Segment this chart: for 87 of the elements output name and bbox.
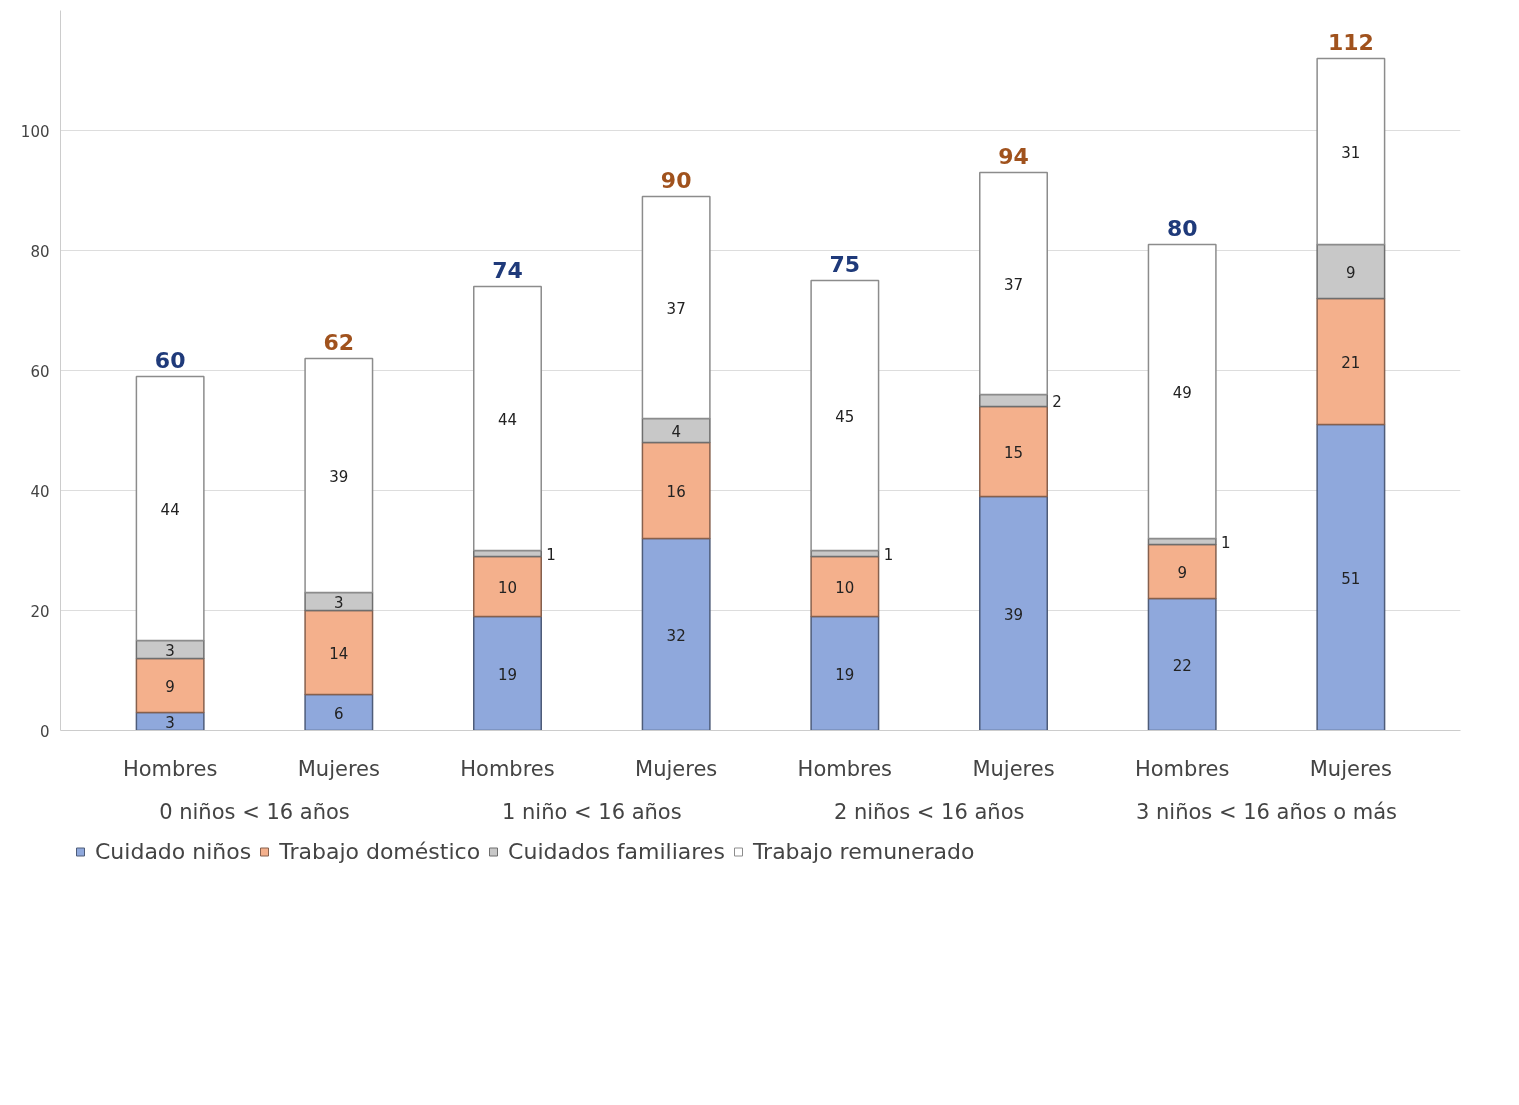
data-label: 15 xyxy=(1003,443,1024,462)
data-label: 19 xyxy=(497,665,518,684)
y-tick-label: 100 xyxy=(20,122,50,141)
text: 2 niños < 16 años xyxy=(833,799,1025,824)
data-label: 4 xyxy=(671,422,681,441)
data-label: 3 xyxy=(165,641,175,660)
bar xyxy=(473,615,542,731)
total-label: 112 xyxy=(1327,29,1374,55)
data-label: 51 xyxy=(1341,569,1361,588)
total-label: 62 xyxy=(323,329,355,355)
y-tick-label: 0 xyxy=(39,722,50,741)
x-tick-label: Mujeres xyxy=(1309,756,1392,781)
bar xyxy=(979,495,1048,731)
bar xyxy=(641,537,711,731)
data-label: 32 xyxy=(666,626,686,645)
x-tick-label: Hombres xyxy=(460,756,555,781)
data-label: 21 xyxy=(1341,353,1361,372)
text: 0 niños < 16 años xyxy=(159,799,350,824)
x-tick-label: Mujeres xyxy=(972,756,1055,781)
total-label: 80 xyxy=(1166,215,1198,241)
data-label: 37 xyxy=(1003,275,1024,294)
x-tick-label: Mujeres xyxy=(297,756,380,781)
data-label: 6 xyxy=(334,704,344,723)
total-label: 94 xyxy=(998,143,1029,169)
bar xyxy=(810,279,880,552)
y-tick-label: 80 xyxy=(30,242,50,261)
data-label: 2 xyxy=(1052,392,1062,411)
legend-label: Trabajo remunerado xyxy=(752,838,975,864)
data-label: 1 xyxy=(546,545,556,564)
data-label: 3 xyxy=(334,593,344,612)
legend-label: Trabajo doméstico xyxy=(279,838,481,864)
bar xyxy=(473,555,542,618)
data-label: 44 xyxy=(160,500,180,519)
data-label: 49 xyxy=(1172,383,1192,402)
data-label: 9 xyxy=(1346,263,1356,282)
bar xyxy=(1316,243,1386,300)
bar xyxy=(135,375,205,642)
total-label: 75 xyxy=(829,251,861,277)
bar xyxy=(979,171,1048,396)
total-label: 90 xyxy=(660,167,692,193)
data-label: 10 xyxy=(497,578,518,597)
bar xyxy=(810,555,880,618)
bar xyxy=(1316,57,1386,246)
x-tick-label: Hombres xyxy=(797,756,893,781)
data-label: 44 xyxy=(497,410,518,429)
data-label: 14 xyxy=(329,644,349,663)
bar xyxy=(304,609,374,696)
bar xyxy=(641,417,711,444)
bar xyxy=(135,657,205,714)
x-tick-label: Hombres xyxy=(122,756,218,781)
total-label: 60 xyxy=(154,347,186,373)
bar xyxy=(1316,297,1386,426)
data-label: 1 xyxy=(1220,533,1231,552)
data-label: 37 xyxy=(666,299,686,318)
bar xyxy=(304,693,374,731)
data-label: 39 xyxy=(1003,605,1024,624)
bar xyxy=(473,285,542,552)
x-tick-label: Mujeres xyxy=(635,756,718,781)
total-label: 74 xyxy=(492,257,523,283)
bar xyxy=(810,615,880,731)
legend-label: Cuidado niños xyxy=(95,838,252,864)
data-label: 19 xyxy=(835,665,855,684)
bar xyxy=(641,195,711,420)
bar xyxy=(641,441,711,540)
bar xyxy=(1147,243,1217,540)
bar xyxy=(304,357,374,594)
data-label: 31 xyxy=(1341,143,1361,162)
data-label: 9 xyxy=(1177,563,1187,582)
bar xyxy=(979,405,1048,498)
data-label: 10 xyxy=(835,578,855,597)
bar xyxy=(1316,423,1386,731)
data-label: 22 xyxy=(1172,656,1192,675)
x-tick-label: Hombres xyxy=(1134,756,1230,781)
y-tick-label: 40 xyxy=(30,482,50,501)
data-label: 39 xyxy=(329,467,349,486)
data-label: 3 xyxy=(165,713,175,732)
y-tick-label: 60 xyxy=(30,362,50,381)
text: 1 niño < 16 años xyxy=(502,799,682,824)
data-label: 45 xyxy=(835,407,855,426)
data-label: 9 xyxy=(165,677,175,696)
data-label: 16 xyxy=(666,482,686,501)
bar xyxy=(1147,543,1217,600)
y-tick-label: 20 xyxy=(30,602,50,621)
text: 3 niños < 16 años o más xyxy=(1136,799,1398,824)
legend-label: Cuidados familiares xyxy=(508,838,725,864)
data-label: 1 xyxy=(883,545,894,564)
bar xyxy=(1147,597,1217,731)
